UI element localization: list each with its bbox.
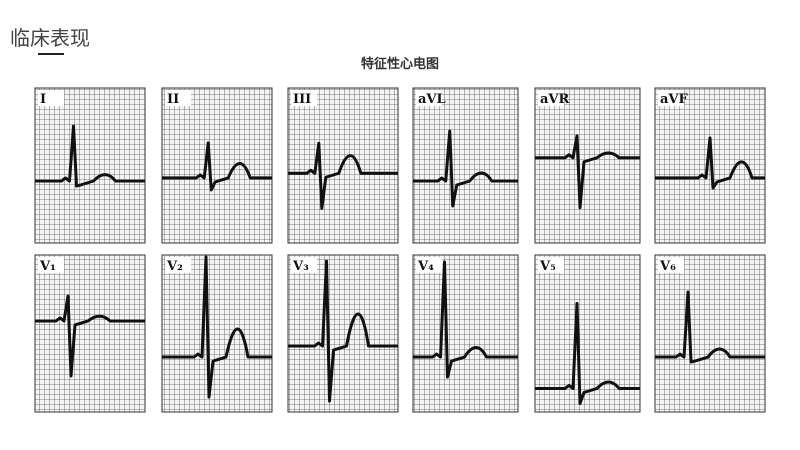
lead-label-bg <box>291 257 317 273</box>
lead-label-bg <box>165 90 191 106</box>
lead-label: V₃ <box>292 259 309 274</box>
figure-caption: 特征性心电图 <box>361 56 439 72</box>
ecg-panel <box>34 87 146 244</box>
lead-label: V₁ <box>39 259 56 274</box>
lead-label: I <box>40 92 46 107</box>
ecg-trace <box>162 255 272 399</box>
lead-label: III <box>293 92 311 107</box>
lead-label-bg <box>165 257 191 273</box>
ecg-trace <box>162 141 272 192</box>
ecg-trace <box>535 134 640 210</box>
lead-label: V₄ <box>417 259 434 274</box>
lead-label: aVL <box>418 92 446 107</box>
lead-label-bg <box>38 90 64 106</box>
lead-label-bg <box>538 90 564 106</box>
ecg-trace <box>413 260 518 379</box>
lead-label-bg <box>38 257 64 273</box>
title-underline <box>38 53 64 55</box>
lead-label-bg <box>658 257 684 273</box>
lead-label-bg <box>416 90 442 106</box>
ecg-panel <box>534 254 641 413</box>
lead-label: aVR <box>540 92 570 107</box>
ecg-panel <box>654 254 766 413</box>
lead-label-bg <box>658 90 684 106</box>
ecg-trace <box>288 141 398 210</box>
slide-title: 临床表现 <box>10 26 90 50</box>
ecg-panel <box>412 254 519 413</box>
ecg-trace <box>288 259 398 403</box>
ecg-panel <box>654 87 766 244</box>
ecg-trace <box>35 294 145 378</box>
ecg-panel <box>412 87 519 244</box>
lead-label-bg <box>291 90 317 106</box>
lead-label-bg <box>538 257 564 273</box>
lead-label: aVF <box>660 92 689 107</box>
ecg-trace <box>655 290 765 364</box>
ecg-panel <box>287 254 399 413</box>
ecg-panel <box>34 254 146 413</box>
lead-label: V₂ <box>166 259 183 274</box>
ecg-panel <box>534 87 641 244</box>
lead-label: V₅ <box>539 259 556 274</box>
ecg-panel <box>161 254 273 413</box>
ecg-panel <box>161 87 273 244</box>
lead-label: V₆ <box>659 259 676 274</box>
lead-label: II <box>167 92 179 107</box>
ecg-trace <box>535 301 640 405</box>
ecg-trace <box>655 136 765 190</box>
ecg-trace <box>35 124 145 188</box>
ecg-trace <box>413 129 518 208</box>
lead-label-bg <box>416 257 442 273</box>
